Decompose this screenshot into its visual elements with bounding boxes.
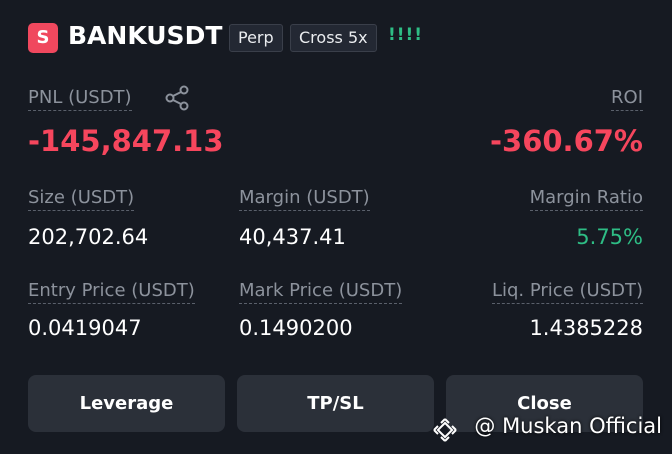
pnl-label: PNL (USDT)	[28, 87, 132, 111]
watermark: @ Muskan Official	[474, 414, 662, 438]
roi-value: -360.67%	[489, 124, 643, 158]
roi-label: ROI	[611, 87, 643, 111]
stat-label: Margin Ratio	[529, 187, 643, 211]
tag: Cross 5x	[290, 24, 377, 52]
stat-value: 0.0419047	[28, 316, 142, 340]
stat-value: 5.75%	[576, 225, 643, 249]
stat-value: 1.4385228	[529, 316, 643, 340]
stat-label: Liq. Price (USDT)	[491, 280, 643, 304]
stat-label: Mark Price (USDT)	[239, 280, 403, 304]
close-button[interactable]: Close	[446, 375, 643, 432]
share-icon[interactable]	[164, 85, 192, 111]
leverage-button[interactable]: Leverage	[28, 375, 225, 432]
stat-value: 0.1490200	[239, 316, 353, 340]
watermark-logo	[433, 418, 457, 442]
stat-value: 40,437.41	[239, 225, 346, 249]
tpsl-button[interactable]: TP/SL	[237, 375, 434, 432]
stat-label: Margin (USDT)	[239, 187, 370, 211]
symbol: BANKUSDT	[68, 21, 223, 50]
stat-label: Entry Price (USDT)	[28, 280, 195, 304]
stat-value: 202,702.64	[28, 225, 149, 249]
stat-label: Size (USDT)	[28, 187, 135, 211]
tag: Perp	[229, 24, 283, 52]
pnl-value: -145,847.13	[28, 124, 224, 158]
symbol-badge: S	[28, 23, 58, 53]
risk-indicator: !!!!	[388, 25, 424, 45]
